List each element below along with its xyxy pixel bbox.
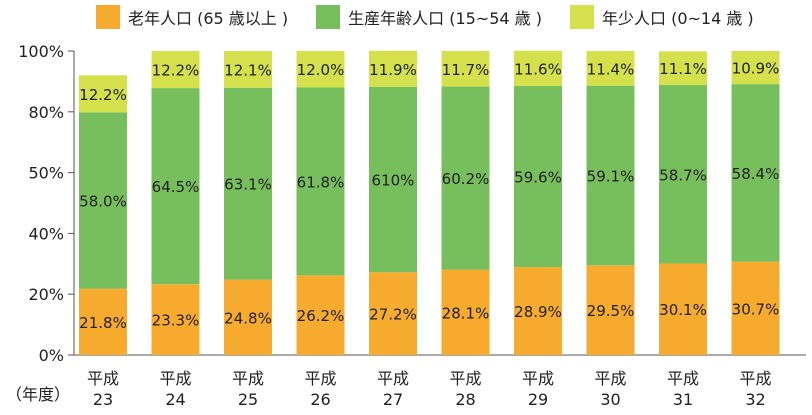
x-tick-label-year: 32 [745,390,765,409]
bar-segment [441,269,490,355]
legend-swatch-elderly [96,5,120,29]
bar-value-label: 27.2% [369,306,417,324]
bar-segment [514,85,562,268]
bar-segment [151,51,200,89]
bar-segment [441,51,490,87]
x-tick-label-era: 平成 [667,369,699,388]
bar-segment [224,87,272,280]
bar-value-label: 12.0% [297,61,345,79]
legend-item-working-age: 生産年齢人口 (15~54 歳 ) [316,5,542,29]
x-tick-label-year: 26 [310,390,330,409]
legend-item-elderly: 老年人口 (65 歳以上 ) [96,5,288,29]
bar-segment [731,51,780,85]
bar-value-label: 59.6% [514,169,562,187]
x-tick-label-year: 24 [165,390,185,409]
bar-value-label: 28.9% [514,303,562,321]
bar-segment [296,87,345,276]
bar-segment [659,263,707,355]
bar-value-label: 11.1% [659,60,707,78]
x-tick-label-era: 平成 [377,369,409,388]
x-tick-label-era: 平成 [594,369,626,388]
bar-segment [79,75,127,113]
bar-value-label: 58.0% [79,193,127,211]
x-tick-label-era: 平成 [159,369,191,388]
bar-segment [586,85,635,266]
x-tick-label-era: 平成 [739,369,771,388]
bar-value-label: 12.2% [79,86,127,104]
bar-value-label: 610% [372,172,415,190]
bar-segment [224,51,272,88]
bar-segment [79,112,127,289]
bar-value-label: 29.5% [587,302,635,320]
y-tick-label: 80% [28,103,64,122]
bar-value-label: 64.5% [152,178,200,196]
bar-value-label: 30.7% [732,300,780,318]
y-tick-label: 40% [28,224,64,243]
x-tick-label-era: 平成 [522,369,554,388]
x-tick-label-year: 23 [93,390,113,409]
bar-segment [586,51,635,86]
bar-segment [514,267,562,355]
bar-value-label: 60.2% [442,170,490,188]
bar-value-label: 12.2% [152,62,200,80]
bar-segment [79,288,127,355]
bar-value-label: 12.1% [224,61,272,79]
legend-swatch-youth [569,5,594,29]
legend-label-working-age: 生産年齢人口 (15~54 歳 ) [348,9,542,28]
y-tick-label: 20% [28,285,64,304]
bar-value-label: 11.9% [369,61,417,79]
bar-segment [659,85,707,264]
bar-value-label: 11.7% [442,61,490,79]
bar-value-label: 30.1% [659,301,707,319]
x-tick-label-year: 27 [383,390,403,409]
legend-swatch-working-age [316,5,341,29]
bar-segment [369,272,417,355]
bar-value-label: 26.2% [297,307,345,325]
x-tick-label-year: 31 [673,390,693,409]
bar-value-label: 58.7% [659,166,707,184]
bar-segment [731,261,780,355]
bar-value-label: 24.8% [224,309,272,327]
y-tick-label: 0% [39,346,64,365]
bar-value-label: 21.8% [79,314,127,332]
bar-value-label: 59.1% [587,167,635,185]
x-tick-label-era: 平成 [449,369,481,388]
legend-label-youth: 年少人口 (0~14 歳 ) [601,9,754,28]
bar-value-label: 23.3% [152,312,200,330]
x-unit-label: （年度） [6,385,71,404]
bar-value-label: 63.1% [224,176,272,194]
bar-value-label: 11.4% [587,60,635,78]
x-tick-label-year: 29 [528,390,548,409]
x-tick-label-year: 28 [455,390,475,409]
bar-segment [441,86,490,270]
bar-value-label: 58.4% [732,165,780,183]
bar-segment [224,279,272,355]
bar-segment [586,265,635,355]
bar-segment [151,284,200,355]
bar-segment [151,88,200,285]
x-tick-label-era: 平成 [87,369,119,388]
bar-segment [296,51,345,88]
bar-segment [731,84,780,262]
bar-value-label: 28.1% [442,304,490,322]
legend-label-elderly: 老年人口 (65 歳以上 ) [128,9,289,28]
bar-value-label: 10.9% [732,60,780,78]
bar-segment [659,51,707,86]
bar-segment [369,86,417,273]
x-tick-label-era: 平成 [304,369,336,388]
x-tick-label-year: 25 [238,390,258,409]
x-tick-label-era: 平成 [232,369,264,388]
bar-segment [369,50,417,87]
chart-legend: 老年人口 (65 歳以上 ) 生産年齢人口 (15~54 歳 ) 年少人口 (0… [96,4,782,30]
bar-value-label: 11.6% [514,60,562,78]
y-tick-label: 50% [28,164,64,183]
y-tick-label: 100% [18,42,64,61]
bar-segment [296,275,345,355]
legend-item-youth: 年少人口 (0~14 歳 ) [569,5,754,29]
bar-segment [514,50,562,86]
bar-value-label: 61.8% [297,173,345,191]
x-tick-label-year: 30 [600,390,620,409]
